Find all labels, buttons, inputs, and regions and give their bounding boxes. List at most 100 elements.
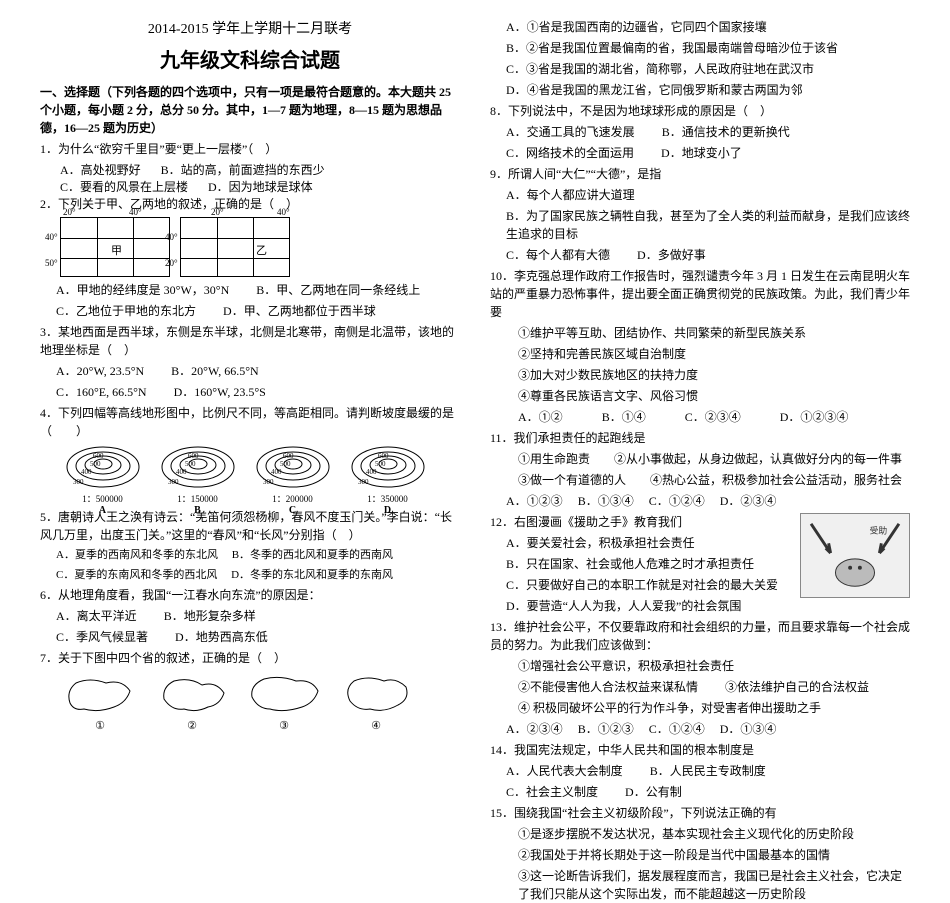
svg-text:500: 500 xyxy=(280,460,291,468)
q11d: D．②③④ xyxy=(720,494,777,508)
contour-b: 600500400300 1：150000 B xyxy=(155,444,240,504)
q14: 14．我国宪法规定，中华人民共和国的根本制度是 xyxy=(490,741,910,759)
svg-text:400: 400 xyxy=(366,468,377,476)
q9b: B．为了国家民族之辆牲自我，甚至为了全人类的利益而献身，是我们应该终生追求的目标 xyxy=(490,207,910,243)
svg-text:300: 300 xyxy=(358,478,369,486)
q13d: D．①③④ xyxy=(720,722,777,736)
q10c: C．②③④ xyxy=(685,410,741,424)
q10-4: ④尊重各民族语言文字、风俗习惯 xyxy=(490,387,910,405)
q15-3: ③这一论断告诉我们，据发展程度而言，我国已是社会主义社会，它决定了我们只能从这个… xyxy=(490,867,910,903)
q8ab: A．交通工具的飞速发展 B．通信技术的更新换代 xyxy=(490,123,910,141)
q10-opts: A．①② B．①④ C．②③④ D．①②③④ xyxy=(490,408,910,426)
q10: 10．李克强总理作政府工作报告时，强烈谴责今年 3 月 1 日发生在云南昆明火车… xyxy=(490,267,910,321)
q7: 7．关于下图中四个省的叙述，正确的是（ ） xyxy=(40,649,460,667)
scale-c: 1：200000 xyxy=(250,492,335,505)
contour-a: 600500400300 1：500000 A xyxy=(60,444,145,504)
q6a: A．离太平洋近 xyxy=(56,609,137,623)
q13-1: ①增强社会公平意识，积极承担社会责任 xyxy=(490,657,910,675)
lbl-20yb: 20° xyxy=(165,258,178,268)
q6: 6．从地理角度看，我国“一江春水向东流”的原因是： xyxy=(40,586,460,604)
q5c: C．夏季的东南风和冬季的西北风 xyxy=(56,569,217,581)
q1c: C．要看的风景在上层楼 xyxy=(60,178,188,195)
q10-3: ③加大对少数民族地区的扶持力度 xyxy=(490,366,910,384)
lbl-40: 40° xyxy=(129,207,142,217)
right-column: A．①省是我国西南的边疆省，它同四个国家接壤 B．②省是我国位置最偏南的省，我国… xyxy=(490,18,910,643)
q12d: D．要营造“人人为我，人人爱我”的社会氛围 xyxy=(490,597,910,615)
num1: ① xyxy=(60,719,140,732)
q13-23: ②不能侵害他人合法权益来谋私情 ③依法维护自己的合法权益 xyxy=(490,678,910,696)
q3-opts2: C．160°E, 66.5°N D．160°W, 23.5°S xyxy=(40,383,460,401)
q2c: C．乙地位于甲地的东北方 xyxy=(56,304,196,318)
num4: ④ xyxy=(336,719,416,732)
q4: 4．下列四幅等高线地形图中，比例尺不同，等高距相同。请判断坡度最缓的是（ ） xyxy=(40,404,460,440)
q6ab: A．离太平洋近 B．地形复杂多样 xyxy=(40,607,460,625)
q13: 13．维护社会公平，不仅要靠政府和社会组织的力量，而且要求靠每一个社会成员的努力… xyxy=(490,618,910,654)
q10b: B．①④ xyxy=(602,410,646,424)
q10-2: ②坚持和完善民族区域自治制度 xyxy=(490,345,910,363)
svg-text:600: 600 xyxy=(283,452,294,460)
q8c: C．网络技术的全面运用 xyxy=(506,146,634,160)
q2c-line: C．乙地位于甲地的东北方 D．甲、乙两地都位于西半球 xyxy=(40,302,460,320)
q11b: B．①③④ xyxy=(578,494,634,508)
lbl-40yb: 40° xyxy=(165,232,178,242)
q3-opts: A．20°W, 23.5°N B．20°W, 66.5°N xyxy=(40,362,460,380)
left-column: 2014-2015 学年上学期十二月联考 九年级文科综合试题 一、选择题（下列各… xyxy=(40,18,460,643)
q13-3: ③依法维护自己的合法权益 xyxy=(725,680,869,694)
q1a: A．高处视野好 xyxy=(60,161,141,178)
q14c: C．社会主义制度 xyxy=(506,785,598,799)
scale-a: 1：500000 xyxy=(60,492,145,505)
scale-d: 1：350000 xyxy=(345,492,430,505)
q3c: C．160°E, 66.5°N xyxy=(56,385,147,399)
svg-text:500: 500 xyxy=(90,460,101,468)
q8d: D．地球变小了 xyxy=(661,146,742,160)
q3d: D．160°W, 23.5°S xyxy=(174,385,266,399)
lbl-40y: 40° xyxy=(277,207,290,217)
lbl-20: 20° xyxy=(63,207,76,217)
q1: 1．为什么“欲穷千里目”要“更上一层楼”（ ） xyxy=(40,140,460,158)
q7d: D．④省是我国的黑龙江省，它同俄罗斯和蒙古两国为邻 xyxy=(490,81,910,99)
q9d: D．多做好事 xyxy=(637,248,706,262)
q13-opts: A．②③④ B．①②③ C．①②④ D．①③④ xyxy=(490,720,910,738)
q14cd: C．社会主义制度 D．公有制 xyxy=(490,783,910,801)
q8b: B．通信技术的更新换代 xyxy=(662,125,790,139)
q13-2: ②不能侵害他人合法权益来谋私情 xyxy=(518,680,698,694)
svg-text:400: 400 xyxy=(176,468,187,476)
num2: ② xyxy=(152,719,232,732)
q8: 8．下列说法中，不是因为地球球形成的原因是（ ） xyxy=(490,102,910,120)
q5cd: C．夏季的东南风和冬季的西北风 D．冬季的东北风和夏季的东南风 xyxy=(40,567,460,584)
map2: ② xyxy=(152,673,232,728)
q6cd: C．季风气候显著 D．地势西高东低 xyxy=(40,628,460,646)
lbl-jia: 甲 xyxy=(111,242,122,258)
q9c: C．每个人都有大德 xyxy=(506,248,610,262)
q12-block: 受助 12．右图漫画《援助之手》教育我们 A．要关爱社会，积极承担社会责任 B．… xyxy=(490,513,910,615)
province-maps: ① ② ③ ④ xyxy=(60,673,460,728)
svg-text:500: 500 xyxy=(185,460,196,468)
main-title: 九年级文科综合试题 xyxy=(40,44,460,73)
svg-text:600: 600 xyxy=(93,452,104,460)
svg-text:300: 300 xyxy=(73,478,84,486)
q13c: C．①②④ xyxy=(649,722,705,736)
contour-row: 600500400300 1：500000 A 600500400300 1：1… xyxy=(60,444,460,504)
lbl-yi: 乙 xyxy=(256,242,267,258)
q6b: B．地形复杂多样 xyxy=(164,609,256,623)
q2b: B．甲、乙两地在同一条经线上 xyxy=(256,283,420,297)
svg-text:400: 400 xyxy=(271,468,282,476)
q3: 3．某地西面是西半球，东侧是东半球，北侧是北寒带，南侧是北温带，该地的地理坐标是… xyxy=(40,323,460,359)
q1d: D．因为地球是球体 xyxy=(208,178,313,195)
lbl-20y: 20° xyxy=(211,207,224,217)
q15-2: ②我国处于并将长期处于这一阶段是当代中国最基本的国情 xyxy=(490,846,910,864)
svg-text:300: 300 xyxy=(168,478,179,486)
q7a: A．①省是我国西南的边疆省，它同四个国家接壤 xyxy=(490,18,910,36)
lbl-40b: 40° xyxy=(45,232,58,242)
lbl-50: 50° xyxy=(45,258,58,268)
q11-opts: A．①②③ B．①③④ C．①②④ D．②③④ xyxy=(490,492,910,510)
q9cd: C．每个人都有大德 D．多做好事 xyxy=(490,246,910,264)
map-yi: 20° 40° 40° 乙 20° xyxy=(180,217,290,277)
q7c: C．③省是我国的湖北省，简称鄂，人民政府驻地在武汉市 xyxy=(490,60,910,78)
q8cd: C．网络技术的全面运用 D．地球变小了 xyxy=(490,144,910,162)
q11a: A．①②③ xyxy=(506,494,563,508)
svg-text:500: 500 xyxy=(375,460,386,468)
cartoon-image: 受助 xyxy=(800,513,910,598)
svg-text:300: 300 xyxy=(263,478,274,486)
q14b: B．人民民主专政制度 xyxy=(650,764,766,778)
